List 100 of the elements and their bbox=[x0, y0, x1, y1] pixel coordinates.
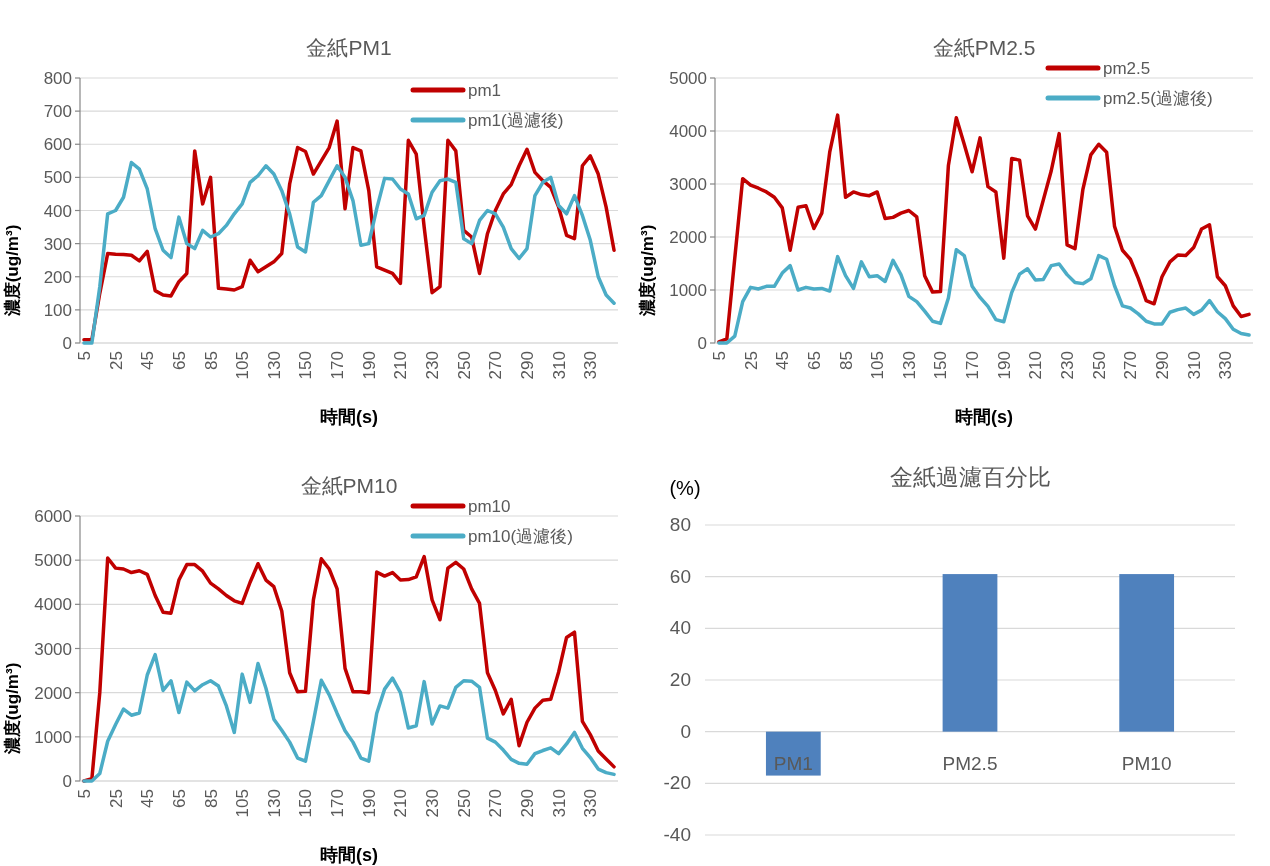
x-tick-label: 105 bbox=[233, 789, 253, 818]
y-tick-label: 600 bbox=[43, 135, 72, 155]
legend-label: pm10 bbox=[468, 497, 511, 516]
x-tick-label: 150 bbox=[296, 789, 316, 818]
y-tick-label: 5000 bbox=[34, 551, 72, 571]
x-tick-label: 250 bbox=[454, 351, 474, 380]
y-tick-label: 5000 bbox=[669, 69, 707, 88]
y-tick-label: 300 bbox=[43, 234, 72, 254]
x-tick-label: 290 bbox=[1153, 351, 1173, 380]
x-tick-label: 170 bbox=[328, 789, 348, 818]
x-tick-label: 105 bbox=[868, 351, 888, 380]
legend-label: pm1(過濾後) bbox=[468, 111, 564, 130]
x-tick-label: 85 bbox=[836, 351, 856, 370]
x-tick-label: 85 bbox=[201, 351, 221, 370]
y-tick-label: 2000 bbox=[669, 228, 707, 247]
y-tick-label: 60 bbox=[669, 565, 691, 587]
y-tick-label: 500 bbox=[43, 168, 72, 188]
chart-title: 金紙PM1 bbox=[306, 36, 392, 59]
x-tick-label: PM2.5 bbox=[942, 752, 998, 774]
x-tick-label: 150 bbox=[931, 351, 951, 380]
x-tick-label: 45 bbox=[138, 351, 158, 370]
y-tick-label: 4000 bbox=[34, 595, 72, 615]
x-tick-label: 65 bbox=[169, 789, 189, 808]
y-tick-label: -40 bbox=[663, 824, 691, 845]
x-tick-label: PM10 bbox=[1121, 752, 1172, 774]
x-tick-label: 65 bbox=[169, 351, 189, 370]
x-tick-label: 130 bbox=[899, 351, 919, 380]
x-tick-label: 310 bbox=[1184, 351, 1204, 380]
x-axis-title: 時間(s) bbox=[955, 407, 1013, 427]
y-tick-label: 40 bbox=[669, 617, 691, 639]
y-tick-label: 100 bbox=[43, 300, 72, 320]
x-tick-label: 25 bbox=[106, 789, 126, 808]
y-tick-label: 0 bbox=[62, 334, 72, 353]
y-tick-label: 20 bbox=[669, 669, 691, 690]
x-axis-title: 時間(s) bbox=[320, 407, 378, 427]
y-tick-label: 3000 bbox=[669, 175, 707, 194]
x-tick-label: PM1 bbox=[773, 752, 813, 774]
y-tick-label: 400 bbox=[43, 201, 72, 221]
x-tick-label: 190 bbox=[359, 789, 379, 818]
x-tick-label: 210 bbox=[1026, 351, 1046, 380]
x-tick-label: 250 bbox=[1089, 351, 1109, 380]
y-axis-title: 濃度(ug/m³) bbox=[638, 224, 657, 318]
y-tick-label: 2000 bbox=[34, 683, 72, 703]
y-tick-label: 3000 bbox=[34, 639, 72, 659]
y-tick-label: 4000 bbox=[669, 122, 707, 141]
x-tick-label: 105 bbox=[233, 351, 253, 380]
x-tick-label: 330 bbox=[581, 351, 601, 380]
y-tick-label: 0 bbox=[697, 334, 707, 353]
y-tick-label: 1000 bbox=[34, 727, 72, 747]
y-tick-label: 0 bbox=[680, 720, 691, 742]
x-tick-label: 170 bbox=[963, 351, 983, 380]
x-tick-label: 310 bbox=[549, 351, 569, 380]
x-tick-label: 130 bbox=[264, 789, 284, 818]
legend-label: pm1 bbox=[468, 81, 502, 100]
y-axis-title: 濃度(ug/m³) bbox=[3, 662, 22, 756]
x-tick-label: 5 bbox=[74, 789, 94, 799]
x-tick-label: 330 bbox=[581, 789, 601, 818]
x-tick-label: 130 bbox=[264, 351, 284, 380]
x-tick-label: 5 bbox=[709, 351, 729, 361]
y-tick-label: -20 bbox=[663, 772, 691, 794]
x-tick-label: 85 bbox=[201, 789, 221, 808]
x-tick-label: 270 bbox=[486, 351, 506, 380]
legend-label: pm2.5(過濾後) bbox=[1103, 89, 1213, 108]
x-tick-label: 25 bbox=[106, 351, 126, 370]
legend-label: pm2.5 bbox=[1103, 59, 1151, 78]
y-tick-label: 6000 bbox=[34, 507, 72, 526]
y-tick-label: 800 bbox=[43, 69, 72, 88]
x-tick-label: 65 bbox=[804, 351, 824, 370]
x-tick-label: 45 bbox=[138, 789, 158, 808]
x-tick-label: 25 bbox=[741, 351, 761, 370]
legend-label: pm10(過濾後) bbox=[468, 527, 573, 546]
x-tick-label: 250 bbox=[454, 789, 474, 818]
x-axis-title: 時間(s) bbox=[320, 845, 378, 865]
y-tick-label: 700 bbox=[43, 102, 72, 122]
x-tick-label: 270 bbox=[1121, 351, 1141, 380]
x-tick-label: 230 bbox=[423, 789, 443, 818]
x-tick-label: 45 bbox=[773, 351, 793, 370]
x-tick-label: 290 bbox=[518, 789, 538, 818]
x-tick-label: 230 bbox=[423, 351, 443, 380]
y-axis-title: (%) bbox=[669, 477, 701, 499]
x-tick-label: 270 bbox=[486, 789, 506, 818]
x-tick-label: 150 bbox=[296, 351, 316, 380]
y-tick-label: 80 bbox=[669, 514, 691, 535]
chart-title: 金紙過濾百分比 bbox=[889, 464, 1051, 490]
x-tick-label: 190 bbox=[359, 351, 379, 380]
chart-title: 金紙PM2.5 bbox=[932, 36, 1036, 59]
x-tick-label: 190 bbox=[994, 351, 1014, 380]
x-tick-label: 290 bbox=[518, 351, 538, 380]
y-axis-title: 濃度(ug/m³) bbox=[3, 224, 22, 318]
y-tick-label: 0 bbox=[62, 772, 72, 791]
chart-title: 金紙PM10 bbox=[300, 474, 398, 497]
x-tick-label: 310 bbox=[549, 789, 569, 818]
x-tick-label: 210 bbox=[391, 789, 411, 818]
x-tick-label: 170 bbox=[328, 351, 348, 380]
x-tick-label: 5 bbox=[74, 351, 94, 361]
x-tick-label: 230 bbox=[1058, 351, 1078, 380]
y-tick-label: 1000 bbox=[669, 281, 707, 300]
x-tick-label: 330 bbox=[1216, 351, 1236, 380]
x-tick-label: 210 bbox=[391, 351, 411, 380]
y-tick-label: 200 bbox=[43, 267, 72, 287]
